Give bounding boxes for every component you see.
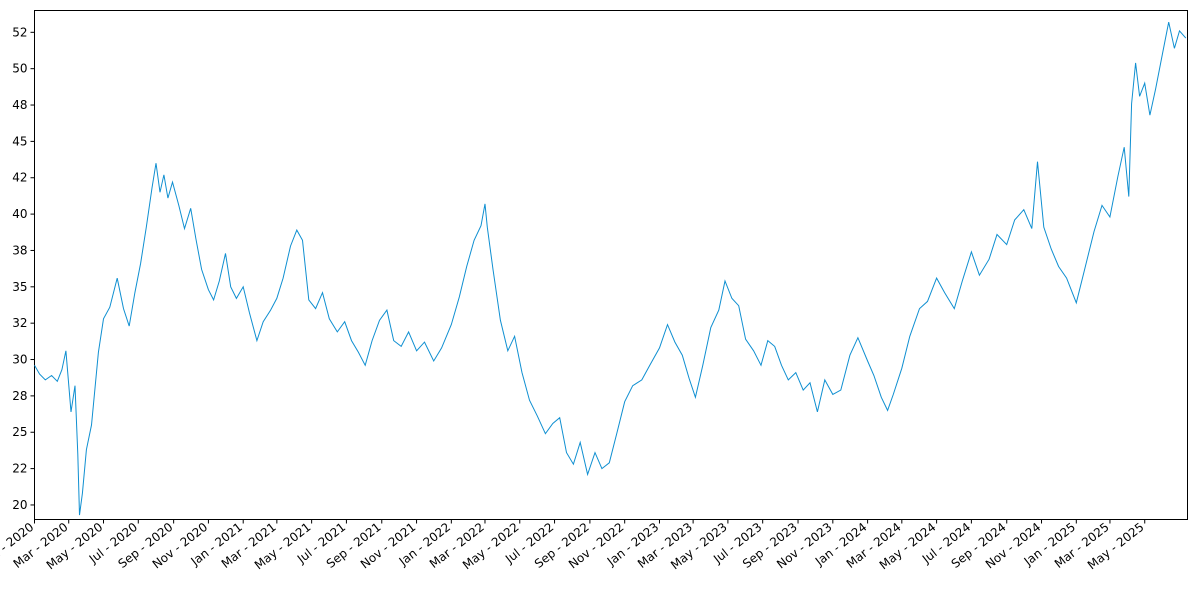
y-tick-label: 20 [12,498,27,512]
y-tick-label: 22 [12,462,27,476]
y-tick-label: 35 [12,280,27,294]
y-tick-label: 32 [12,316,27,330]
y-tick-label: 30 [12,353,27,367]
y-tick-label: 38 [12,243,27,257]
plot-area [34,10,1188,520]
y-tick-label: 25 [12,425,27,439]
y-axis: 20 22 25 28 30 32 35 38 40 42 45 48 50 52 [12,25,35,512]
y-tick-label: 50 [12,62,27,76]
y-tick-label: 42 [12,171,27,185]
series-layer [34,21,1187,516]
y-tick-label: 48 [12,98,27,112]
series-line-0 [34,21,1187,516]
y-tick-label: 45 [12,134,27,148]
y-tick-label: 52 [12,25,27,39]
y-tick-label: 28 [12,389,27,403]
y-tick-label: 40 [12,207,27,221]
